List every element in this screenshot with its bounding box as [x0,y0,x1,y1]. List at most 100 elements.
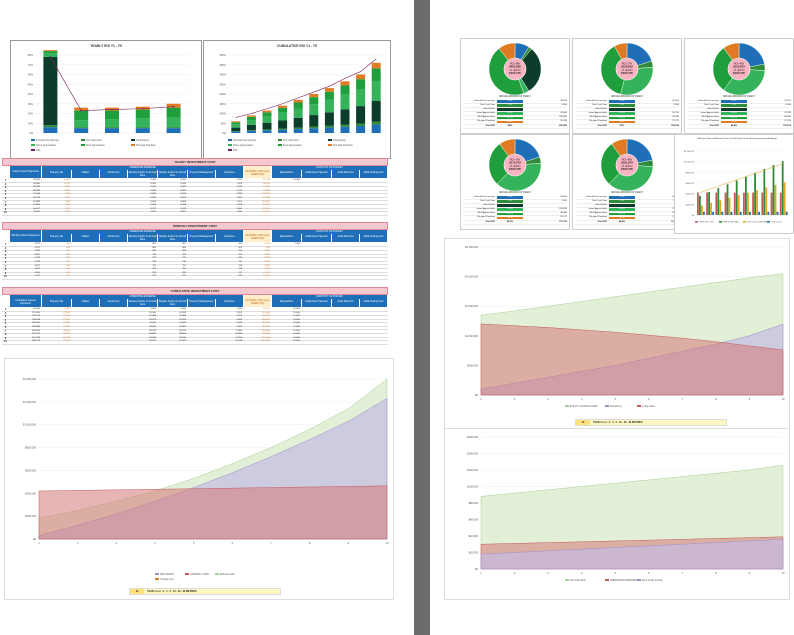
table-row: 1 59,660 6,600 8,000 8,000 1,200 81,176 15,000 [2,308,388,313]
roi-pie-card[interactable]: ROI: 40% $155,672 on Upfront $405,725 ANNUAL… [684,38,794,134]
cumulative-roi-chart[interactable]: CUMULATIVE ROI Y1 - Y5 0% 50% 100% 150% 200%… [203,40,391,159]
net-profit-area-chart[interactable]: $0 $200,000 $400,000 $600,000 $800,000 $1,000… [4,358,394,600]
vacancy-cell: 50,465 [149,326,156,328]
pie-center-text: $155,672 [733,65,745,69]
pie-center-text: $156,632 [621,65,633,69]
pie-row-value: 5,394 [673,104,679,107]
roi-pie-card[interactable]: ROI: 99% $402,082 on Upfront $405,725 ANNUAL… [460,38,570,134]
x-tick-label: 7 [270,541,272,545]
y-tick-label: 100% [219,112,226,116]
x-tick-label: 9 [348,541,350,545]
pie-row-label: Principal Paydown [477,120,495,123]
vacancy-cell: 8,000 [150,308,156,310]
y-tick-label: 0% [222,131,226,135]
year-cell: 3 [4,315,7,319]
closing-cell: 355,961 [262,318,270,321]
repairs-cell: 9,009 [180,200,186,203]
repairs-cell: 68,663 [179,333,186,336]
pie-row-pct: 12.1% [721,116,747,120]
pie-center-text: $170,723 [509,161,521,165]
yearly-roi-chart[interactable]: YEARLY ROI Y1 - Y5 0% 10% 20% 30% 40% 50% 60% 7… [10,40,202,159]
effective-gain-bar-title: Effective Gain vs Effective Cash Out of … [697,138,777,140]
tax-cell: 607 [66,261,70,263]
table-row: 2 119,320 13,332 16,160 16,160 2,424 167,492 15… [2,312,388,316]
year-cell: 8 [4,204,7,208]
pie-row-value: 38,643 [560,196,567,198]
x-tick-label: 8 [715,571,717,575]
metrics-year-value-2[interactable]: 10 [576,420,590,425]
mini-bar [785,211,788,215]
tax-cell: 595 [66,257,70,260]
metrics-year-value[interactable]: 10 [130,589,144,594]
cash-out-group-header: CASH OUT OF POCKET [272,230,388,234]
pie-row-pct: 40.8% [730,124,738,127]
mini-bar [703,211,705,215]
yearly-bar-segment [74,120,89,128]
x-tick-label: 9 [749,571,751,575]
pie-table-row: Potential Tax Savings 9.0% 36,166 [575,100,679,105]
year-cell: 7 [4,329,7,333]
metrics-year-selector-2[interactable]: 10 YEAR 1 to 2 - 3 - 4 - 5 - 10 - 20 - 30… [575,419,727,426]
y-tick-label: 10% [28,121,34,125]
cumulative-bar-segment [262,122,272,130]
cumulative-bar-segment [340,81,350,86]
pie-row-pct: 9.0% [609,100,635,103]
y-tick-label: $2,500,000 [465,245,479,249]
tax-cell: 27,202 [63,318,70,321]
repairs-cell: 736 [182,261,186,263]
table-row: 3 178,313 20,198 24,483 24,483 3,672 259,052 15… [2,315,388,320]
equity-area-chart[interactable]: $0 $500,000 $1,000,000 $1,500,000 $2,000,000… [444,238,790,430]
tax-cell: 13,332 [63,311,70,314]
vacancy-cell: 694 [152,250,156,253]
legend-label: ROI [36,149,41,152]
pie-table-row: Potential Tax Savings 9.6% 38,643 [463,196,567,201]
interest-header: Monthly Interest Payments [10,230,42,242]
closing-cost-header: CLOSING COST (ALL YEARS INC) [244,295,272,307]
legend-swatch [31,144,35,146]
yearly-roi-chart-title: YEARLY ROI Y1 - Y5 [90,44,122,48]
pie-table: Potential Tax Savings 8.8% 41,241 Net Cash … [687,100,791,129]
cumulative-bar-segment [371,62,381,69]
column-header: Initial Closing Cost [360,170,388,178]
year-cell: 5 [4,257,7,261]
mini-bar [726,184,729,215]
roi-pie-card[interactable]: ROI: 57% $156,632 on Upfront $405,725 ANNUAL… [572,38,682,134]
interest-cell: 568,774 [32,340,40,343]
legend-swatch [31,139,35,141]
cumulative-bar-segment [324,91,334,100]
year-cell: 6 [4,326,7,329]
column-header: Property Tax [42,234,72,242]
pie-center-text: on Upfront [622,165,633,168]
y-tick-label: $1,000,000 [684,162,695,164]
insurance-cell: 1,200 [236,179,242,181]
y-tick-label: $0 [692,215,695,217]
year-cell: 6 [4,261,7,264]
roi-pie-card[interactable]: ROI: 46% $191,879 on Upfront $405,725 ANNUAL… [572,134,682,230]
repairs-cell: 50,465 [179,326,186,328]
column-header: Utilities [72,299,100,307]
pie-row-value: 103,819 [559,208,567,211]
mini-bar [774,184,777,215]
insurance-cell: 13,138 [235,340,242,343]
pie-row-pct: 3.1% [609,120,635,124]
metrics-year-selector[interactable]: 10 YEAR 1 to 2 - 3 - 4 - 5 - 10 - 20 - 30… [129,588,281,595]
mini-bar [772,165,775,215]
y-tick-label: 80% [28,53,34,57]
tax-cell: 7,144 [64,193,70,196]
mini-bar [701,205,703,215]
year-cell: 2 [4,311,7,315]
vacancy-cell: 8,160 [150,182,156,185]
interest-cell: 178,313 [32,315,40,318]
pie-center-text: ROI: 46% [622,160,632,162]
roi-pie-card[interactable]: ROI: 42% $170,723 on Upfront $405,725 ANNUAL… [460,134,570,230]
cash-flow-area-chart[interactable]: $0 $20,000 $40,000 $60,000 $80,000 $100,000 $1… [444,428,790,600]
yearly-bar-segment [43,50,58,52]
yearly-bar-segment [105,119,119,128]
y-tick-label: $1,200,000 [23,400,37,404]
effective-gain-bar-chart[interactable]: Effective Gain vs Effective Cash Out of … [674,134,794,234]
vacancy-cell: 8,659 [150,193,156,196]
repairs-cell: 24,483 [179,315,186,318]
repairs-cell: 8,000 [180,308,186,310]
insurance-cell: 1,378 [236,204,242,207]
y-tick-label: 200% [219,92,226,96]
